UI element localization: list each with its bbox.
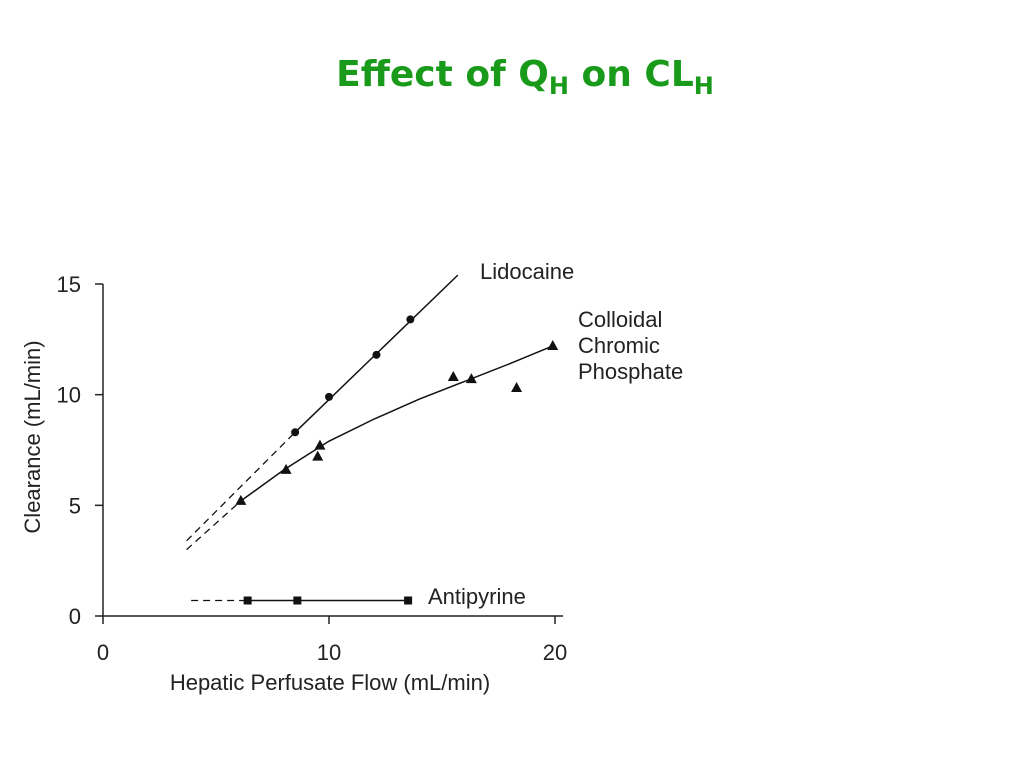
data-point: [325, 392, 333, 401]
x-tick-label: 20: [543, 640, 567, 665]
title-subscript: H: [694, 72, 714, 100]
series-label: Antipyrine: [428, 584, 526, 609]
y-axis-label: Clearance (mL/min): [20, 340, 45, 533]
x-tick-label: 10: [317, 640, 341, 665]
data-point: [547, 339, 559, 350]
data-point: [280, 463, 292, 474]
data-point: [406, 315, 415, 324]
series-label: Colloidal Chromic Phosphate: [578, 307, 684, 384]
data-point: [312, 450, 324, 461]
y-tick-label: 0: [69, 604, 81, 629]
x-tick-label: 0: [97, 640, 109, 665]
data-point: [465, 373, 477, 384]
title-part: Effect of Q: [336, 54, 549, 95]
y-tick-label: 10: [57, 383, 81, 408]
y-tick-label: 5: [69, 493, 81, 518]
extrapolation-line: [186, 500, 242, 551]
data-point: [447, 370, 459, 381]
series-label: Lidocaine: [480, 259, 575, 284]
data-point: [235, 494, 247, 505]
title-part: on CL: [569, 54, 694, 95]
data-point: [372, 350, 381, 359]
chart-title: Effect of QH on CLH: [336, 54, 714, 100]
data-point: [243, 596, 252, 605]
data-point: [291, 428, 300, 437]
data-point: [511, 382, 523, 393]
data-point: [404, 596, 413, 605]
y-tick-label: 15: [57, 272, 81, 297]
x-axis-label: Hepatic Perfusate Flow (mL/min): [170, 670, 490, 695]
title-subscript: H: [549, 72, 569, 100]
data-point: [314, 439, 326, 450]
fit-line: [240, 345, 554, 502]
data-point: [293, 596, 302, 605]
extrapolation-line: [186, 431, 296, 542]
